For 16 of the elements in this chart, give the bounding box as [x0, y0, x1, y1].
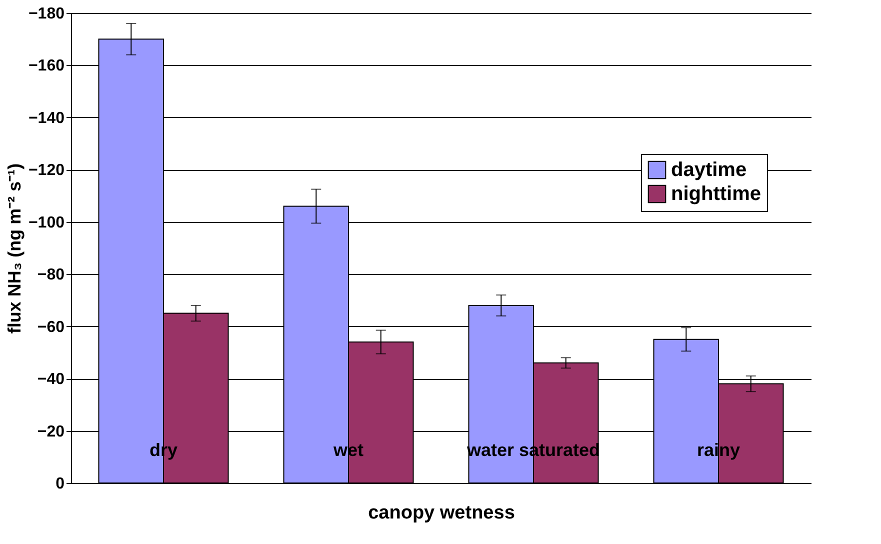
- y-axis-title: flux NH₃ (ng m⁻² s⁻¹): [4, 163, 24, 334]
- y-tick-label: −60: [37, 318, 65, 336]
- y-tick-label: −40: [37, 371, 65, 388]
- x-tick-label: rainy: [696, 440, 740, 460]
- x-tick-label: wet: [332, 440, 364, 460]
- y-tick-label: −140: [28, 110, 65, 127]
- y-tick-label: −180: [28, 6, 65, 22]
- y-tick-label: −120: [28, 162, 65, 180]
- y-tick-label: −20: [37, 423, 65, 440]
- y-tick-label: 0: [56, 476, 65, 492]
- legend-label: nighttime: [671, 183, 761, 205]
- y-tick-label: −160: [28, 58, 65, 75]
- legend-label: daytime: [671, 159, 747, 181]
- y-tick-label: −100: [28, 214, 65, 232]
- x-axis-title: canopy wetness: [368, 502, 515, 524]
- y-tick-label: −80: [37, 266, 65, 284]
